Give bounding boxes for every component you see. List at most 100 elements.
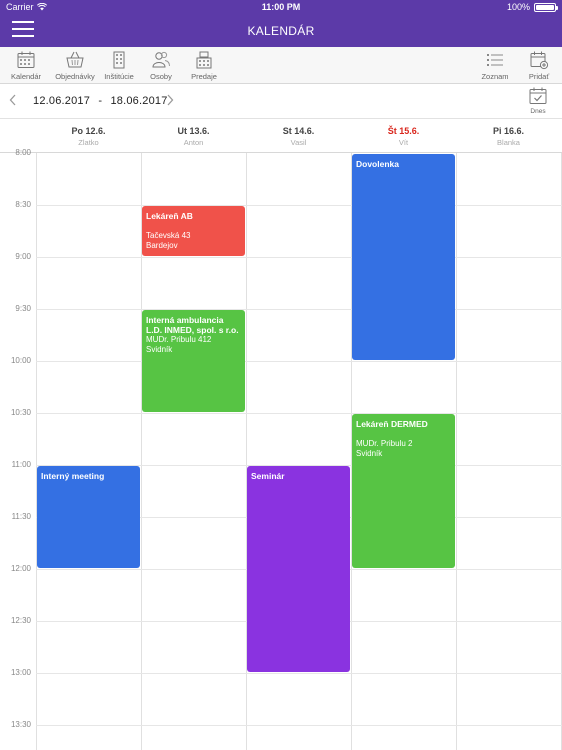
time-slot-line bbox=[36, 309, 562, 310]
chevron-left-icon bbox=[9, 94, 16, 106]
event-title: Interný meeting bbox=[41, 471, 105, 481]
basket-icon bbox=[66, 51, 84, 68]
event-title: Lekáreň DERMED bbox=[356, 419, 428, 429]
chevron-right-icon bbox=[167, 94, 174, 106]
toolbar-item-zoznam[interactable]: Zoznam bbox=[472, 50, 518, 81]
day-column-divider bbox=[141, 153, 142, 750]
calendar-event[interactable]: Interná ambulancia L.D. INMED, spol. s r… bbox=[142, 310, 245, 412]
day-name: Po 12.6. bbox=[71, 126, 106, 136]
event-spacer bbox=[356, 429, 451, 439]
calendar-event[interactable]: Interný meeting bbox=[37, 466, 140, 568]
event-title: Interná ambulancia L.D. INMED, spol. s r… bbox=[146, 315, 239, 335]
toolbar-label: Pridať bbox=[528, 72, 550, 81]
status-bar: Carrier 11:00 PM 100% bbox=[0, 0, 562, 15]
day-header: Po 12.6. Zlatko Ut 13.6. Anton St 14.6. … bbox=[36, 120, 562, 152]
toolbar-label: Osoby bbox=[150, 72, 172, 81]
range-separator: - bbox=[98, 95, 103, 107]
calendar-event[interactable]: Lekáreň AB Tačevská 43 Bardejov bbox=[142, 206, 245, 256]
time-label: 8:00 bbox=[15, 148, 31, 157]
day-person: Zlatko bbox=[78, 138, 99, 147]
range-start: 12.06.2017 bbox=[33, 95, 91, 107]
time-label: 10:00 bbox=[10, 356, 31, 365]
time-label: 12:00 bbox=[10, 564, 31, 573]
day-name: Ut 13.6. bbox=[177, 126, 210, 136]
day-name: St 14.6. bbox=[282, 126, 315, 136]
date-navigation: 12.06.2017 - 18.06.2017 Dnes bbox=[0, 84, 562, 119]
day-column-divider bbox=[456, 153, 457, 750]
day-column-header[interactable]: Po 12.6. Zlatko bbox=[36, 120, 141, 147]
time-label: 13:00 bbox=[10, 668, 31, 677]
toolbar-item-osoby[interactable]: Osoby bbox=[138, 50, 184, 81]
building-icon bbox=[113, 51, 125, 69]
toolbar-item-institucie[interactable]: Inštitúcie bbox=[96, 50, 142, 81]
time-label: 9:30 bbox=[15, 304, 31, 313]
toolbar-item-objednavky[interactable]: Objednávky bbox=[52, 50, 98, 81]
battery-icon bbox=[534, 2, 558, 12]
today-button[interactable]: Dnes bbox=[526, 86, 550, 115]
time-slot-line bbox=[36, 257, 562, 258]
time-label: 13:30 bbox=[10, 720, 31, 729]
time-label: 11:30 bbox=[11, 512, 31, 521]
week-grid[interactable]: 8:00 8:30 9:00 9:30 10:00 10:30 11:00 11:30 12:0… bbox=[0, 148, 562, 750]
top-bar: Carrier 11:00 PM 100% KALENDÁR bbox=[0, 0, 562, 47]
time-label: 10:30 bbox=[10, 408, 31, 417]
day-person: Blanka bbox=[497, 138, 520, 147]
day-name-today: Št 15.6. bbox=[387, 126, 420, 136]
hamburger-menu-button[interactable] bbox=[12, 21, 34, 37]
time-slot-line bbox=[36, 205, 562, 206]
time-label: 9:00 bbox=[15, 252, 31, 261]
range-end: 18.06.2017 bbox=[110, 95, 168, 107]
day-name: Pi 16.6. bbox=[492, 126, 525, 136]
day-column-divider bbox=[246, 153, 247, 750]
day-person: Vít bbox=[398, 138, 409, 147]
event-detail: Tačevská 43 bbox=[146, 231, 191, 240]
people-icon bbox=[152, 51, 170, 68]
day-column-header[interactable]: Št 15.6. Vít bbox=[351, 120, 456, 147]
event-detail: MUDr. Pribulu 2 bbox=[356, 439, 413, 448]
toolbar: Kalendár Objednávky Inštitúcie Osoby bbox=[0, 47, 562, 84]
carrier-label: Carrier bbox=[6, 2, 34, 12]
page-title: KALENDÁR bbox=[247, 24, 315, 38]
toolbar-item-predaje[interactable]: Predaje bbox=[181, 50, 227, 81]
day-column-header[interactable]: St 14.6. Vasil bbox=[246, 120, 351, 147]
time-slot-line bbox=[36, 361, 562, 362]
time-label: 8:30 bbox=[15, 200, 31, 209]
time-label: 12:30 bbox=[10, 616, 31, 625]
time-slot-line bbox=[36, 413, 562, 414]
previous-week-button[interactable] bbox=[9, 93, 17, 109]
day-column-header[interactable]: Ut 13.6. Anton bbox=[141, 120, 246, 147]
toolbar-label: Inštitúcie bbox=[104, 72, 134, 81]
event-title: Seminár bbox=[251, 471, 285, 481]
toolbar-label: Kalendár bbox=[10, 72, 42, 81]
battery-percent: 100% bbox=[506, 2, 530, 12]
event-title: Lekáreň AB bbox=[146, 211, 193, 221]
calendar-event[interactable]: Lekáreň DERMED MUDr. Pribulu 2 Svidník bbox=[352, 414, 455, 568]
date-range: 12.06.2017 - 18.06.2017 bbox=[33, 95, 168, 107]
list-icon bbox=[487, 54, 503, 66]
toolbar-label: Zoznam bbox=[481, 72, 509, 81]
toolbar-label: Objednávky bbox=[55, 72, 95, 81]
day-person: Anton bbox=[183, 138, 204, 147]
battery-indicator: 100% bbox=[506, 2, 558, 12]
day-column-divider bbox=[36, 153, 37, 750]
event-detail: Svidník bbox=[356, 449, 383, 458]
toolbar-label: Predaje bbox=[191, 72, 217, 81]
calendar-event[interactable]: Seminár bbox=[247, 466, 350, 672]
next-week-button[interactable] bbox=[166, 93, 174, 109]
event-detail: Svidník bbox=[146, 345, 173, 354]
time-label: 11:00 bbox=[11, 460, 31, 469]
time-slot-line bbox=[36, 673, 562, 674]
event-detail: Bardejov bbox=[146, 241, 178, 250]
day-column-header[interactable]: Pi 16.6. Blanka bbox=[456, 120, 561, 147]
event-spacer bbox=[146, 221, 241, 231]
calendar-check-icon bbox=[529, 87, 547, 104]
add-calendar-icon bbox=[530, 51, 549, 70]
calendar-icon bbox=[17, 51, 35, 68]
event-detail: MUDr. Pribulu 412 bbox=[146, 335, 212, 344]
calendar-event[interactable]: Dovolenka bbox=[352, 154, 455, 360]
time-slot-line bbox=[36, 465, 562, 466]
toolbar-item-pridat[interactable]: Pridať bbox=[516, 50, 562, 81]
day-column-divider bbox=[351, 153, 352, 750]
toolbar-item-kalendar[interactable]: Kalendár bbox=[3, 50, 49, 81]
event-title: Dovolenka bbox=[356, 159, 399, 169]
